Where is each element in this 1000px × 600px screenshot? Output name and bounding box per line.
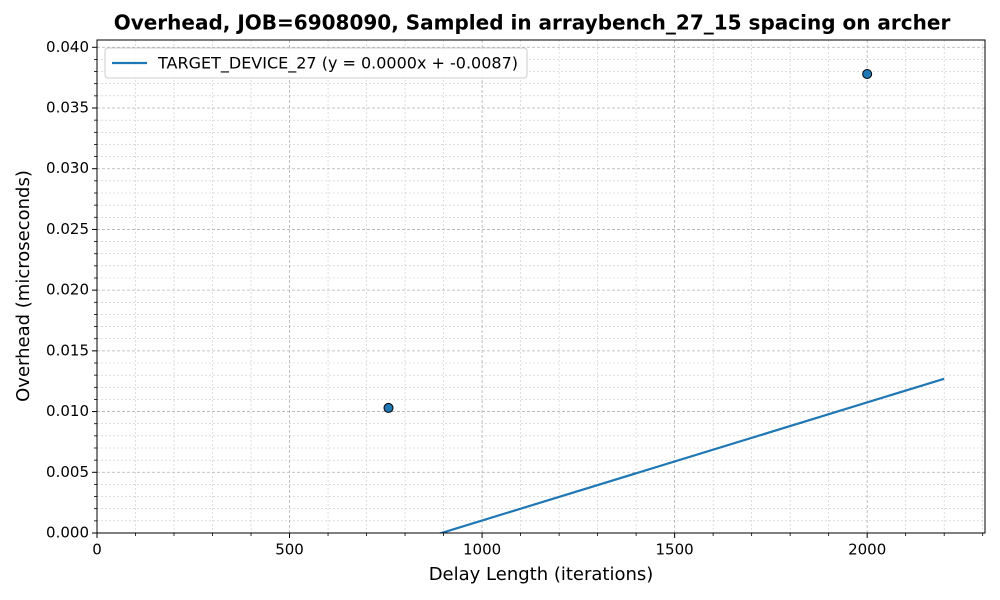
y-tick-label: 0.015: [46, 341, 89, 359]
y-tick-label: 0.030: [46, 159, 89, 177]
y-tick-label: 0.010: [46, 402, 89, 420]
plot-frame: [96, 39, 986, 534]
x-tick-label: 0: [92, 541, 102, 559]
scatter-point: [862, 69, 873, 79]
y-tick-label: 0.000: [46, 524, 89, 542]
x-axis-label: Delay Length (iterations): [429, 564, 654, 585]
y-tick-label: 0.040: [46, 38, 89, 56]
legend: TARGET_DEVICE_27 (y = 0.0000x + -0.0087): [104, 47, 528, 79]
legend-box: [104, 47, 528, 79]
chart-title: Overhead, JOB=6908090, Sampled in arrayb…: [114, 11, 951, 35]
y-tick-label: 0.035: [46, 99, 89, 117]
x-tick-label: 1500: [656, 541, 694, 559]
fit-line: [437, 377, 945, 533]
y-tick-label: 0.020: [46, 281, 89, 299]
y-axis-label: Overhead (microseconds): [13, 170, 34, 402]
legend-label: TARGET_DEVICE_27 (y = 0.0000x + -0.0087): [157, 54, 518, 74]
plot-area: [437, 377, 945, 533]
x-tick-label: 500: [275, 541, 304, 559]
x-tick-label: 1000: [463, 541, 501, 559]
y-tick-label: 0.005: [46, 463, 89, 481]
scatter-point: [383, 402, 394, 413]
y-tick-label: 0.025: [46, 220, 89, 238]
x-tick-label: 2000: [848, 541, 886, 559]
